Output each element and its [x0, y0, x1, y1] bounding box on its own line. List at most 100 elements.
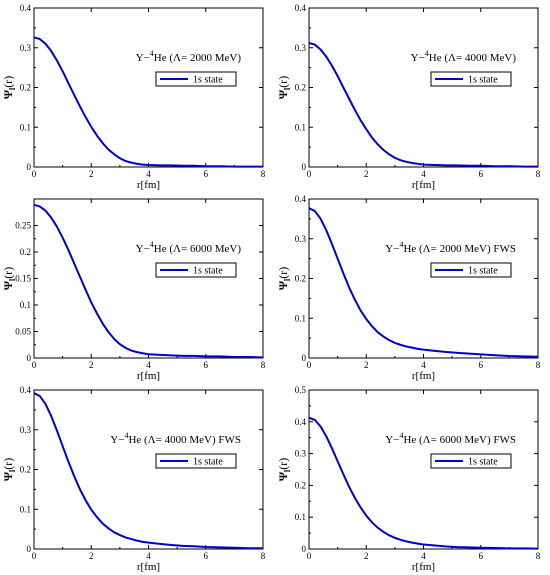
legend-box [155, 71, 237, 87]
y-tick-label: 0.5 [295, 385, 307, 395]
y-tick-label: 0.4 [20, 3, 32, 13]
annotation-sup: 4 [124, 431, 128, 440]
x-tick-label: 8 [536, 169, 541, 179]
annotation-main: Y− [136, 243, 150, 255]
y-axis-label: Ψl(r) [276, 458, 292, 482]
y-axis-label-rest: (r) [276, 76, 290, 88]
plot-frame [33, 198, 264, 359]
series-line-1s-state [308, 416, 539, 550]
annotation-main: Y− [110, 434, 124, 446]
y-tick-label: 0.4 [295, 417, 307, 427]
annotation-label: Y−4He (Λ= 2000 MeV) [136, 49, 242, 64]
y-tick-label: 0 [27, 544, 32, 554]
annotation-main: Y− [385, 243, 399, 255]
x-tick-label: 2 [364, 169, 369, 179]
x-tick-label: 8 [536, 551, 541, 561]
chart-panel-5: 0 2 4 6 800.10.20.30.4r[fm]Ψl(r)Y−4He (Λ= 40… [1, 385, 266, 573]
y-tick-label: 0 [302, 544, 307, 554]
y-tick-label: 0.05 [15, 327, 31, 337]
y-axis-label-sub: l [8, 87, 17, 90]
y-axis-label-main: Ψ [1, 471, 15, 481]
y-tick-label: 0.2 [295, 274, 306, 284]
y-tick-label: 0.15 [15, 274, 31, 284]
annotation-label: Y−4He (Λ= 4000 MeV) FWS [110, 431, 241, 446]
x-tick-label: 0 [307, 360, 312, 370]
chart-panel-3: 0 2 4 6 800.050.10.150.20.25r[fm]Ψl(r)Y−4He … [1, 198, 266, 382]
x-tick-label: 0 [32, 551, 37, 561]
annotation-sup: 4 [399, 431, 403, 440]
x-tick-label: 2 [89, 169, 94, 179]
legend-box [155, 262, 237, 278]
legend-box [430, 262, 512, 278]
x-tick-label: 8 [261, 551, 266, 561]
y-tick-label: 0.3 [295, 449, 307, 459]
legend: 1s state [155, 262, 237, 278]
annotation-sup: 4 [425, 49, 429, 58]
x-tick-label: 6 [204, 169, 209, 179]
x-axis-label: r[fm] [412, 370, 435, 382]
plot-frame [33, 389, 264, 550]
y-tick-label: 0.2 [20, 465, 31, 475]
y-tick-label: 0.2 [295, 480, 306, 490]
y-tick-label: 0.25 [15, 221, 31, 231]
chart-panel-2: 0 2 4 6 800.10.20.30.4r[fm]Ψl(r)Y−4He (Λ= 40… [276, 3, 541, 191]
x-tick-label: 2 [364, 360, 369, 370]
y-tick-label: 0 [302, 162, 307, 172]
x-tick-label: 4 [421, 360, 426, 370]
annotation-label: Y−4He (Λ= 6000 MeV) [136, 240, 242, 255]
y-axis-label-main: Ψ [1, 280, 15, 290]
x-tick-label: 4 [146, 360, 151, 370]
annotation-label: Y−4He (Λ= 4000 MeV) [411, 49, 517, 64]
legend: 1s state [155, 71, 237, 87]
y-axis-label: Ψl(r) [1, 76, 17, 100]
x-tick-label: 0 [307, 551, 312, 561]
legend: 1s state [430, 71, 512, 87]
y-tick-label: 0.3 [295, 234, 307, 244]
y-axis-label: Ψl(r) [276, 76, 292, 100]
legend-box [430, 71, 512, 87]
x-tick-label: 6 [204, 360, 209, 370]
y-tick-label: 0.4 [20, 385, 32, 395]
y-axis-label: Ψl(r) [276, 267, 292, 291]
y-tick-label: 0 [27, 162, 32, 172]
x-tick-label: 2 [89, 360, 94, 370]
x-tick-label: 6 [479, 169, 484, 179]
x-tick-label: 0 [307, 169, 312, 179]
y-axis-label-rest: (r) [276, 267, 290, 279]
y-axis-label-main: Ψ [276, 280, 290, 290]
y-axis-label-sub: l [283, 278, 292, 281]
y-tick-label: 0.3 [295, 43, 307, 53]
x-axis-label: r[fm] [137, 561, 160, 573]
y-tick-label: 0.3 [20, 425, 32, 435]
y-axis-label: Ψl(r) [1, 458, 17, 482]
x-axis-label: r[fm] [137, 370, 160, 382]
x-tick-label: 8 [261, 169, 266, 179]
y-tick-label: 0.1 [295, 313, 306, 323]
y-axis-label-rest: (r) [1, 267, 15, 279]
y-tick-label: 0.1 [20, 122, 31, 132]
y-axis-label-main: Ψ [276, 89, 290, 99]
legend-box [155, 453, 237, 469]
y-axis-label-rest: (r) [276, 458, 290, 470]
y-tick-label: 0.2 [20, 247, 31, 257]
series-line-1s-state [33, 203, 264, 359]
x-tick-label: 4 [421, 551, 426, 561]
y-tick-label: 0.1 [295, 512, 306, 522]
x-tick-label: 0 [32, 360, 37, 370]
plot-frame [308, 389, 539, 550]
legend-label: 1s state [193, 457, 223, 468]
series-line-1s-state [33, 36, 263, 168]
annotation-rest: He (Λ= 4000 MeV) [429, 52, 517, 64]
x-tick-label: 2 [364, 551, 369, 561]
legend: 1s state [430, 262, 512, 278]
annotation-rest: He (Λ= 2000 MeV) [154, 52, 242, 64]
chart-panel-4: 0 2 4 6 800.10.20.30.4r[fm]Ψl(r)Y−4He (Λ= 20… [276, 194, 541, 382]
series-line-1s-state [308, 42, 538, 168]
x-tick-label: 2 [89, 551, 94, 561]
x-tick-label: 8 [536, 360, 541, 370]
y-tick-label: 0.4 [295, 194, 307, 204]
y-tick-label: 0.2 [20, 83, 31, 93]
annotation-sup: 4 [150, 240, 154, 249]
x-axis-label: r[fm] [412, 179, 435, 191]
chart-panel-1: 0 2 4 6 800.10.20.30.4r[fm]Ψl(r)Y−4He (Λ= 20… [1, 3, 266, 191]
